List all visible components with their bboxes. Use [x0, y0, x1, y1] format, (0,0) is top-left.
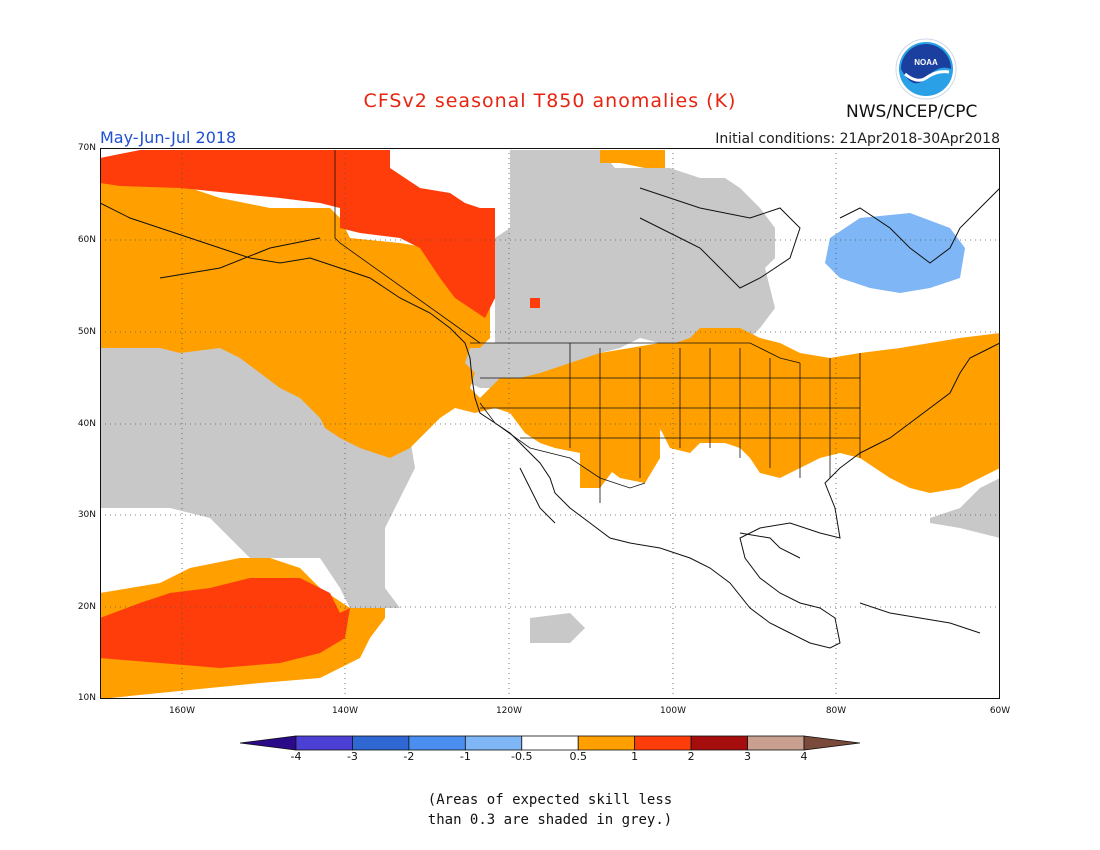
colorbar-box [577, 735, 636, 751]
skill-note-line-1: (Areas of expected skill less [427, 792, 673, 808]
lon-label-120w: 120W [495, 706, 523, 716]
lat-label-10n: 10N [77, 693, 96, 703]
colorbar-box [690, 735, 748, 751]
lat-label-40n: 40N [77, 419, 96, 429]
lat-label-20n: 20N [77, 602, 96, 612]
colorbar-box [747, 735, 805, 751]
lon-label-100w: 100W [659, 706, 687, 716]
colorbar-tick-label: 3 [744, 750, 752, 763]
lat-label-70n: 70N [77, 143, 96, 153]
logo-text: NOAA [914, 58, 938, 67]
skill-note: (Areas of expected skill less than 0.3 a… [0, 790, 1100, 830]
skill-note-line-2: than 0.3 are shaded in grey.) [427, 812, 673, 828]
lon-label-60w: 60W [989, 706, 1011, 716]
lat-label-50n: 50N [77, 327, 96, 337]
graticule [100, 148, 1000, 699]
anomaly-map [100, 148, 1000, 699]
map-frame [100, 148, 1000, 699]
strong-warm-anomaly-regions [100, 150, 540, 668]
map-title: CFSv2 seasonal T850 anomalies (K) [363, 90, 737, 112]
coastlines [100, 187, 1000, 649]
colorbar-tick-label: 0.5 [569, 750, 587, 763]
colorbar-low-end [240, 735, 297, 751]
colorbar-box [464, 735, 523, 751]
political-borders [334, 150, 861, 503]
colorbar-tick-label: 4 [800, 750, 808, 763]
colorbar-tick-label: -1 [459, 750, 471, 763]
colorbar-tick-label: -3 [346, 750, 358, 763]
colorbar [240, 735, 860, 751]
colorbar-high-end [803, 735, 860, 751]
initial-conditions-label: Initial conditions: 21Apr2018-30Apr2018 [715, 131, 1000, 147]
colorbar-tick-label: -4 [290, 750, 302, 763]
lat-label-60n: 60N [77, 235, 96, 245]
noaa-logo: NOAA [895, 38, 957, 100]
colorbar-tick-label: 2 [687, 750, 695, 763]
colorbar-box [408, 735, 466, 751]
cool-anomaly-regions [825, 213, 965, 293]
lon-label-80w: 80W [825, 706, 847, 716]
colorbar-tick-label: -0.5 [511, 750, 533, 763]
agency-label: NWS/NCEP/CPC [846, 102, 978, 122]
colorbar-box [352, 735, 410, 751]
colorbar-box [295, 735, 353, 751]
colorbar-tick-label: -2 [403, 750, 415, 763]
season-label: May-Jun-Jul 2018 [100, 128, 237, 147]
colorbar-box [521, 735, 579, 751]
lon-label-140w: 140W [331, 706, 359, 716]
lon-label-160w: 160W [168, 706, 196, 716]
lat-label-30n: 30N [77, 510, 96, 520]
colorbar-tick-label: 1 [631, 750, 639, 763]
colorbar-box [634, 735, 692, 751]
